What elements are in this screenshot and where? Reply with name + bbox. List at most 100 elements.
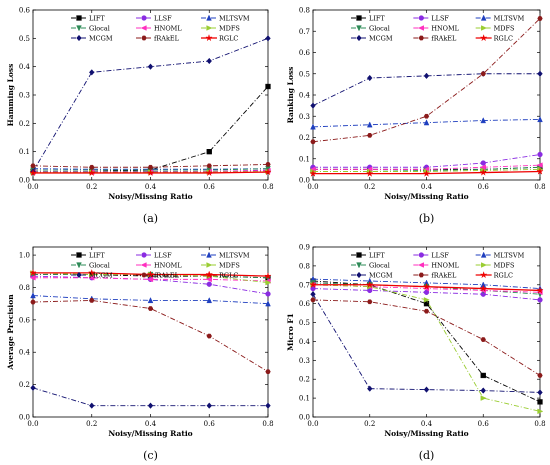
- x-tick-label: 0.8: [262, 420, 273, 428]
- data-point-hnoml: [88, 274, 95, 281]
- y-tick-label: 0.4: [299, 338, 311, 346]
- legend-marker-mcgm: [356, 34, 362, 42]
- y-tick-label: 0.6: [19, 316, 31, 324]
- y-tick-label: 0.0: [19, 414, 30, 422]
- series-line-lift: [312, 280, 541, 403]
- data-point-rglc: [479, 284, 488, 292]
- x-tick-label: 0.4: [145, 183, 157, 191]
- data-point-hnoml: [205, 276, 212, 283]
- data-point-frakel: [147, 164, 154, 170]
- series-mcgm: [310, 291, 543, 396]
- data-point-rglc: [479, 168, 488, 176]
- legend-label-mltsvm: MLTSVM: [219, 251, 250, 259]
- data-point-rglc: [422, 282, 431, 291]
- legend-label-glocal: Glocal: [89, 261, 110, 269]
- legend-marker-frakel: [418, 272, 425, 278]
- legend-marker-hnoml: [417, 25, 424, 31]
- legend-marker-mcgm: [76, 34, 82, 42]
- data-point-mdfs: [480, 395, 487, 401]
- legend-label-llsf: LLSF: [431, 251, 449, 259]
- legend-label-mdfs: MDFS: [494, 24, 515, 32]
- legend-label-hnoml: HNOML: [154, 261, 182, 269]
- legend-marker-hnoml: [417, 262, 424, 268]
- series-rglc: [29, 167, 272, 177]
- data-point-rglc: [29, 268, 37, 277]
- legend-marker-lift: [356, 252, 362, 258]
- data-point-mltsvm: [265, 300, 271, 307]
- series-mltsvm: [30, 292, 271, 307]
- data-point-hnoml: [29, 274, 36, 281]
- y-tick-label: 0.1: [299, 395, 310, 403]
- legend-marker-mdfs: [481, 25, 488, 31]
- data-point-mcgm: [367, 385, 373, 392]
- legend: LIFT LLSF MLTSVM Glocal HNOML MDFS MCGM fRAkEL R…: [351, 14, 525, 42]
- data-point-frakel: [265, 369, 271, 374]
- legend: LIFT LLSF MLTSVM Glocal HNOML MDFS MCGM fRAkEL R…: [351, 251, 525, 279]
- y-tick-label: 0.2: [299, 134, 310, 142]
- panel-label: (a): [143, 212, 158, 225]
- legend-label-frakel: fRAkEL: [154, 34, 180, 42]
- series-rglc: [309, 280, 544, 294]
- y-tick-label: 0.7: [299, 281, 310, 289]
- series-line-mcgm: [32, 37, 269, 172]
- legend-marker-mdfs: [206, 262, 213, 268]
- x-tick-label: 0.0: [307, 420, 318, 428]
- legend-marker-hnoml: [140, 25, 147, 31]
- y-tick-label: 0.3: [299, 357, 310, 365]
- data-point-mcgm: [367, 74, 373, 82]
- legend-label-hnoml: HNOML: [431, 24, 459, 32]
- x-tick-label: 0.2: [86, 183, 97, 191]
- y-tick-label: 0.9: [299, 244, 310, 252]
- y-tick-label: 0.0: [299, 177, 310, 185]
- series-llsf: [310, 151, 543, 170]
- legend-label-mltsvm: MLTSVM: [494, 251, 525, 259]
- chart-panel-3: 0.0 0.2 0.4 0.6 0.8 0.0 0.2 0.4 0.6 0.8 1.0 Noisy/M…: [6, 246, 274, 462]
- x-tick-label: 0.4: [421, 183, 433, 191]
- legend-label-frakel: fRAkEL: [154, 271, 180, 279]
- legend-marker-llsf: [141, 15, 147, 21]
- data-point-frakel: [147, 306, 154, 311]
- data-point-hnoml: [147, 276, 154, 283]
- legend-marker-lift: [76, 252, 82, 258]
- series-hnoml: [309, 162, 543, 173]
- data-point-llsf: [265, 291, 271, 297]
- legend-label-mcgm: MCGM: [89, 34, 113, 42]
- data-point-mltsvm: [423, 119, 430, 126]
- legend-label-mcgm: MCGM: [89, 271, 113, 279]
- data-point-lift: [265, 83, 271, 90]
- series-line-frakel: [32, 299, 269, 373]
- data-point-frakel: [367, 133, 373, 138]
- data-point-rglc: [87, 268, 96, 277]
- legend-marker-rglc: [205, 33, 213, 42]
- data-point-frakel: [423, 113, 430, 119]
- legend: LIFT LLSF MLTSVM Glocal HNOML MDFS MCGM fRAkEL R…: [71, 251, 250, 279]
- y-axis-label: Hamming Loss: [6, 64, 15, 127]
- y-tick-label: 0.7: [299, 28, 310, 36]
- data-point-frakel: [30, 299, 36, 305]
- data-point-lift: [206, 149, 212, 155]
- data-point-lift: [537, 399, 543, 405]
- series-line-frakel: [312, 18, 541, 143]
- legend-label-lift: LIFT: [89, 251, 105, 259]
- y-tick-label: 1.0: [19, 252, 30, 260]
- data-point-mdfs: [537, 408, 544, 415]
- data-point-frakel: [265, 162, 271, 167]
- data-point-rglc: [365, 280, 374, 289]
- legend-marker-rglc: [205, 270, 213, 279]
- series-lift: [30, 83, 271, 175]
- data-point-hnoml: [536, 162, 543, 168]
- data-point-mcgm: [423, 72, 430, 80]
- legend-label-lift: LIFT: [369, 251, 385, 259]
- data-point-mltsvm: [366, 121, 373, 128]
- legend-label-mltsvm: MLTSVM: [494, 14, 525, 22]
- legend-marker-hnoml: [140, 262, 147, 268]
- series-line-mcgm: [312, 293, 541, 393]
- data-point-mcgm: [206, 402, 212, 409]
- data-point-lift: [480, 372, 486, 379]
- legend-label-llsf: LLSF: [431, 14, 449, 22]
- y-tick-label: 0.0: [299, 414, 310, 422]
- data-point-llsf: [206, 281, 212, 287]
- panel-label: (b): [419, 212, 435, 225]
- chart-panel-2: 0.0 0.2 0.4 0.6 0.8 0.0 0.1 0.2 0.3 0.4 0.5 0.6 0.7 0…: [286, 7, 546, 226]
